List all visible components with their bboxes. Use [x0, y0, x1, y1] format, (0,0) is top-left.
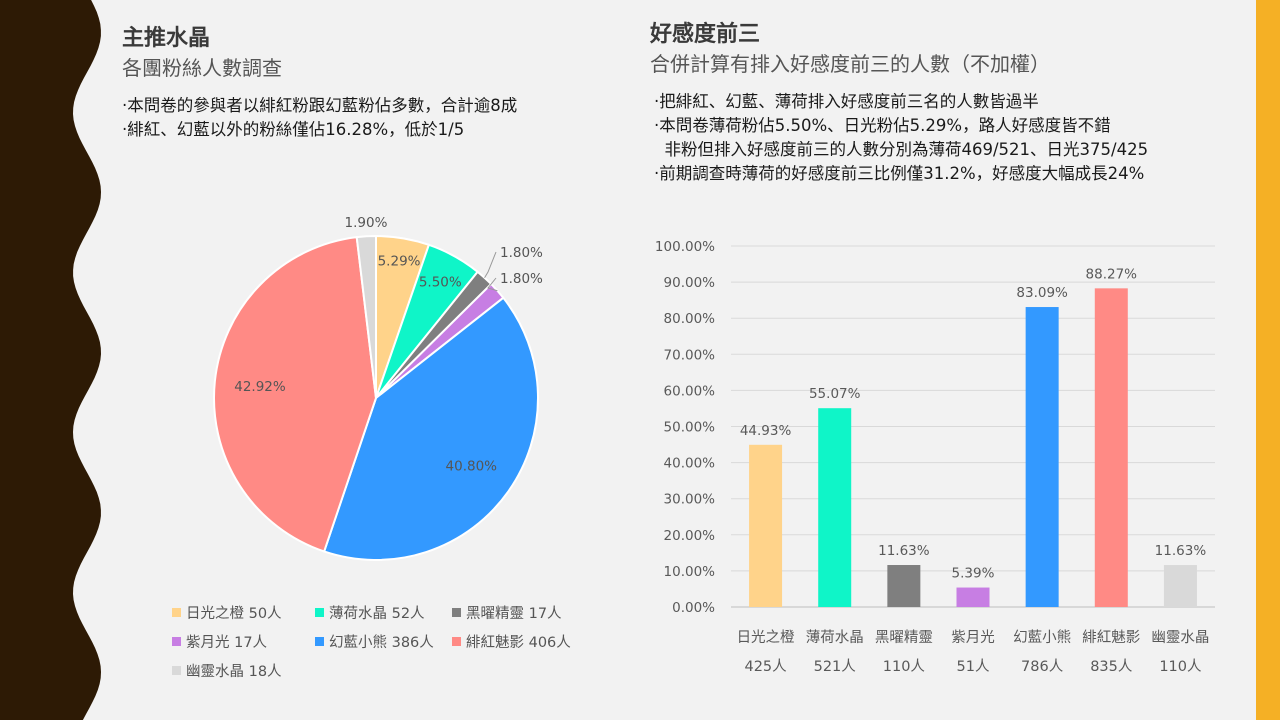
x-tick-label: 黑曜精靈 — [875, 629, 933, 646]
leader-line — [484, 251, 497, 279]
x-tick-label: 緋紅魅影 — [1082, 629, 1140, 646]
bar — [887, 565, 921, 607]
x-tick-label: 幽靈水晶 — [1151, 629, 1209, 646]
legend-swatch — [172, 666, 181, 675]
legend-entry: 黑曜精靈 17人 — [466, 605, 562, 622]
x-tick-label: 日光之橙 — [737, 629, 795, 646]
pie-slice — [355, 234, 377, 399]
pie-data-label: 40.80% — [446, 458, 498, 474]
y-tick-label: 10.00% — [664, 564, 716, 580]
bullet-item: ‧本問卷的參與者以緋紅粉跟幻藍粉佔多數，合計逾8成 — [122, 96, 518, 115]
bar-value-label: 55.07% — [809, 386, 861, 402]
bullet-item: ‧本問卷薄荷粉佔5.50%、日光粉佔5.29%，路人好感度皆不錯 — [654, 116, 1111, 135]
left-bullets: ‧本問卷的參與者以緋紅粉跟幻藍粉佔多數，合計逾8成 ‧緋紅、幻藍以外的粉絲僅佔1… — [122, 94, 517, 142]
pie-data-label: 42.92% — [234, 379, 286, 395]
legend-swatch — [315, 637, 324, 646]
left-subtitle: 各團粉絲人數調查 — [122, 56, 282, 80]
pie-data-label: 5.29% — [378, 254, 421, 270]
x-tick-label: 幻藍小熊 — [1013, 629, 1071, 646]
x-tick-count: 110人 — [883, 658, 925, 675]
bar — [1025, 307, 1059, 607]
legend-swatch — [452, 637, 461, 646]
x-tick-count: 110人 — [1159, 658, 1201, 675]
y-tick-label: 0.00% — [672, 600, 715, 616]
legend-swatch — [172, 637, 181, 646]
left-title: 主推水晶 — [122, 26, 211, 51]
legend-swatch — [452, 608, 461, 617]
pie-data-label: 1.80% — [500, 245, 543, 261]
y-tick-label: 90.00% — [664, 275, 716, 291]
bar-value-label: 88.27% — [1086, 266, 1138, 282]
pie-chart: 5.29% 5.50% 1.80% 1.80% 40.80% 42.92% 1.90% 日光之… — [172, 215, 571, 680]
legend-entry: 薄荷水晶 52人 — [329, 605, 425, 622]
pie-slice — [213, 236, 378, 553]
legend-entry: 幻藍小熊 386人 — [329, 634, 434, 651]
y-tick-label: 60.00% — [664, 383, 716, 399]
bullet-item: ‧緋紅、幻藍以外的粉絲僅佔16.28%，低於1/5 — [122, 120, 465, 139]
bar-value-label: 5.39% — [952, 566, 995, 582]
bar-value-label: 11.63% — [1155, 543, 1207, 559]
y-tick-label: 20.00% — [664, 528, 716, 544]
x-tick-count: 521人 — [814, 658, 856, 675]
x-tick-count: 425人 — [744, 658, 786, 675]
x-tick-count: 51人 — [957, 658, 990, 675]
wavy-decoration — [0, 0, 101, 720]
bullet-item: ‧把緋紅、幻藍、薄荷排入好感度前三名的人數皆過半 — [654, 92, 1039, 111]
right-bullets: ‧把緋紅、幻藍、薄荷排入好感度前三名的人數皆過半 ‧本問卷薄荷粉佔5.50%、日… — [654, 90, 1148, 186]
pie-slice — [322, 296, 539, 561]
legend-swatch — [315, 608, 324, 617]
bar-value-label: 83.09% — [1016, 285, 1068, 301]
x-tick-count: 786人 — [1021, 658, 1063, 675]
pie-data-label: 1.90% — [345, 215, 388, 231]
y-tick-label: 40.00% — [664, 456, 716, 472]
y-tick-label: 50.00% — [664, 420, 716, 436]
y-tick-label: 100.00% — [655, 239, 715, 255]
legend-entry: 緋紅魅影 406人 — [466, 634, 571, 651]
bar-value-label: 11.63% — [878, 543, 930, 559]
legend-entry: 幽靈水晶 18人 — [186, 663, 282, 680]
pie-data-label: 1.80% — [500, 271, 543, 287]
bar — [749, 444, 783, 607]
legend-entry: 日光之橙 50人 — [186, 605, 282, 622]
legend-entry: 紫月光 17人 — [186, 634, 267, 651]
bar — [1094, 288, 1128, 607]
bar-chart: 0.00% 10.00% 20.00% 30.00% 40.00% 50.00% 60.00… — [655, 239, 1215, 675]
leader-line — [487, 277, 498, 292]
bullet-item: ‧前期調查時薄荷的好感度前三比例僅31.2%，好感度大幅成長24% — [654, 164, 1145, 183]
pie-data-label: 5.50% — [419, 275, 462, 291]
bar — [818, 408, 852, 607]
y-tick-label: 30.00% — [664, 492, 716, 508]
x-tick-label: 薄荷水晶 — [806, 629, 864, 646]
legend-swatch — [172, 608, 181, 617]
bar — [1163, 565, 1197, 607]
y-tick-label: 70.00% — [664, 347, 716, 363]
accent-strip — [1256, 0, 1280, 720]
right-subtitle: 合併計算有排入好感度前三的人數（不加權） — [650, 52, 1050, 76]
y-tick-label: 80.00% — [664, 311, 716, 327]
right-title: 好感度前三 — [650, 22, 761, 47]
bar — [956, 587, 990, 607]
bar-value-label: 44.93% — [740, 423, 792, 439]
bullet-item: 非粉但排入好感度前三的人數分別為薄荷469/521、日光375/425 — [654, 140, 1149, 159]
x-tick-count: 835人 — [1090, 658, 1132, 675]
x-tick-label: 紫月光 — [951, 629, 995, 646]
